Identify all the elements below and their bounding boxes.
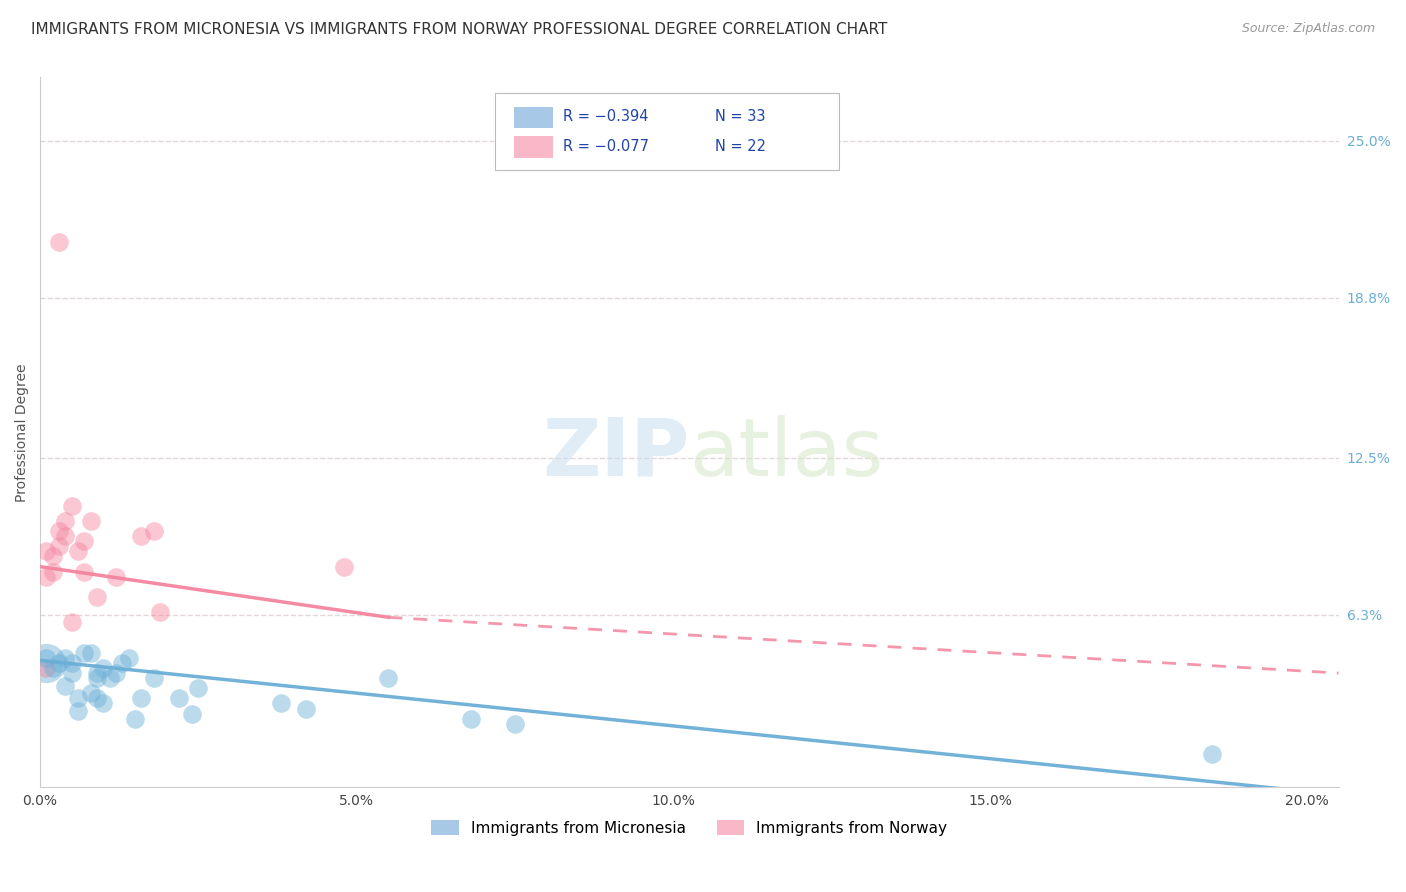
Point: [35, 661, 58, 675]
Y-axis label: Professional Degree: Professional Degree: [15, 363, 30, 501]
Point: [143, 524, 166, 538]
Point: [333, 559, 356, 574]
Point: [55, 529, 77, 543]
Point: [60, 499, 83, 513]
Point: [67, 691, 90, 706]
Point: [48, 540, 70, 554]
Point: [35, 570, 58, 584]
Point: [131, 691, 153, 706]
Text: N = 33: N = 33: [716, 109, 766, 124]
Point: [35, 544, 58, 558]
Point: [124, 712, 146, 726]
Point: [67, 544, 90, 558]
Point: [35, 656, 58, 670]
Point: [1201, 747, 1223, 762]
Point: [93, 661, 115, 675]
Point: [105, 570, 128, 584]
Point: [86, 671, 108, 685]
Point: [67, 704, 90, 718]
FancyBboxPatch shape: [495, 93, 838, 169]
Text: IMMIGRANTS FROM MICRONESIA VS IMMIGRANTS FROM NORWAY PROFESSIONAL DEGREE CORRELA: IMMIGRANTS FROM MICRONESIA VS IMMIGRANTS…: [31, 22, 887, 37]
Text: N = 22: N = 22: [716, 139, 766, 153]
Point: [377, 671, 399, 685]
Point: [187, 681, 209, 696]
Point: [60, 666, 83, 681]
Point: [111, 656, 134, 670]
Point: [80, 514, 103, 528]
Point: [143, 671, 166, 685]
Point: [60, 656, 83, 670]
Point: [181, 706, 204, 721]
Text: ZIP: ZIP: [543, 415, 689, 492]
Point: [73, 534, 96, 549]
Text: Source: ZipAtlas.com: Source: ZipAtlas.com: [1241, 22, 1375, 36]
Point: [93, 697, 115, 711]
Point: [270, 697, 292, 711]
Point: [80, 646, 103, 660]
Point: [73, 565, 96, 579]
Text: R = −0.077: R = −0.077: [564, 139, 650, 153]
Text: R = −0.394: R = −0.394: [564, 109, 650, 124]
Point: [86, 691, 108, 706]
Legend: Immigrants from Micronesia, Immigrants from Norway: Immigrants from Micronesia, Immigrants f…: [423, 812, 955, 843]
Point: [98, 671, 121, 685]
Point: [503, 716, 526, 731]
Point: [55, 514, 77, 528]
Point: [105, 666, 128, 681]
Point: [55, 679, 77, 693]
Bar: [515, 106, 553, 128]
Point: [295, 701, 318, 715]
Point: [118, 651, 141, 665]
Point: [42, 565, 65, 579]
Point: [86, 590, 108, 604]
Point: [48, 656, 70, 670]
Point: [35, 651, 58, 665]
Point: [48, 235, 70, 250]
Point: [60, 615, 83, 630]
Point: [42, 661, 65, 675]
Point: [73, 646, 96, 660]
Text: atlas: atlas: [689, 415, 884, 492]
Bar: [515, 136, 553, 158]
Point: [149, 605, 172, 619]
Point: [48, 524, 70, 538]
Point: [42, 549, 65, 564]
Point: [131, 529, 153, 543]
Point: [169, 691, 191, 706]
Point: [55, 651, 77, 665]
Point: [86, 666, 108, 681]
Point: [460, 712, 482, 726]
Point: [80, 686, 103, 700]
